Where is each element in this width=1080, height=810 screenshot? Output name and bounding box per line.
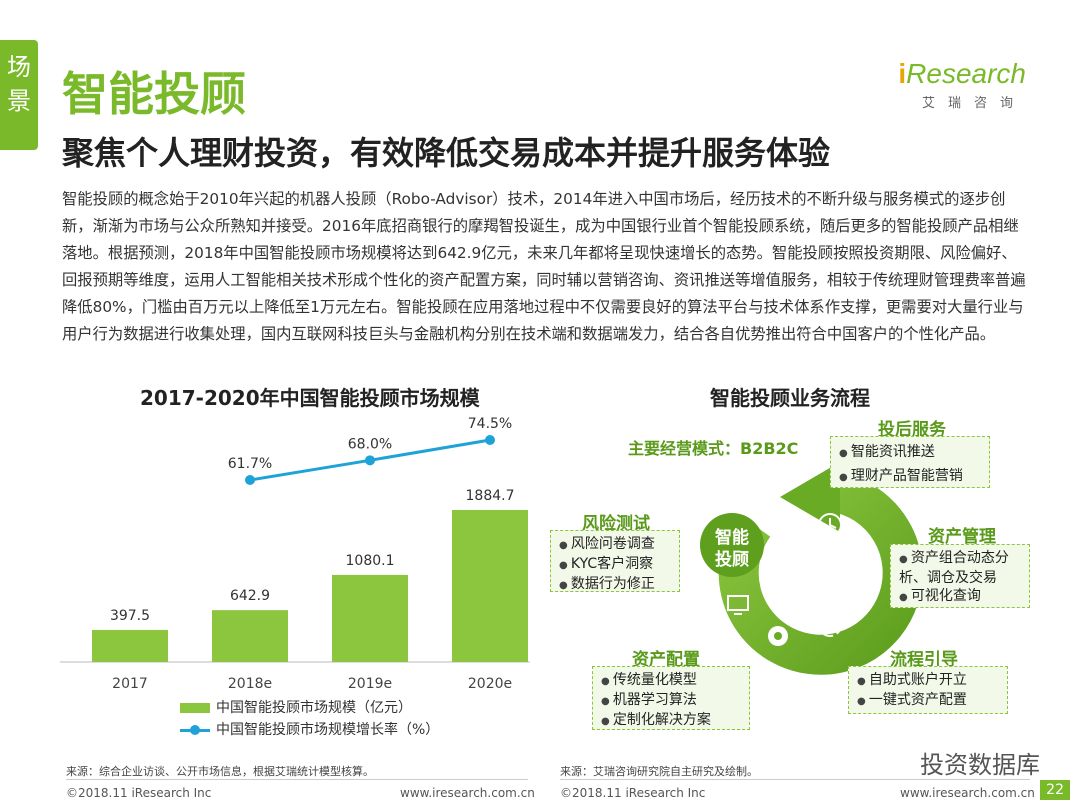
flow-title: 智能投顾业务流程 bbox=[710, 386, 870, 410]
growth-label-2020e: 74.5% bbox=[468, 416, 512, 432]
list-item: KYC客户洞察 bbox=[559, 555, 671, 575]
bar-2018e bbox=[212, 610, 288, 662]
bar-label-2017: 397.5 bbox=[110, 608, 150, 624]
bar-label-2018e: 642.9 bbox=[230, 588, 270, 604]
cycle-center-label: 智能投顾 bbox=[715, 528, 749, 570]
cycle-ring bbox=[718, 472, 923, 675]
page-subtitle: 聚焦个人理财投资，有效降低交易成本并提升服务体验 bbox=[62, 134, 831, 172]
chart-title: 2017-2020年中国智能投顾市场规模 bbox=[140, 386, 480, 410]
market-size-chart: 397.5 2017 642.9 2018e 1080.1 2019e 1884.7 2020… bbox=[60, 416, 530, 692]
footer-copyright-right: ©2018.11 iResearch Inc bbox=[560, 786, 706, 800]
asset-mgmt-box: 资产组合动态分析、调仓及交易 可视化查询 bbox=[890, 544, 1030, 608]
bar-2017 bbox=[92, 629, 168, 662]
footer-url-left: www.iresearch.com.cn bbox=[400, 786, 535, 800]
process-guide-title: 流程引导 bbox=[890, 650, 958, 670]
section-tab: 场 景 bbox=[0, 40, 38, 150]
list-item: 定制化解决方案 bbox=[601, 711, 741, 731]
x-tick-2020e: 2020e bbox=[468, 676, 512, 692]
page-title: 智能投顾 bbox=[62, 67, 246, 121]
legend-line-swatch bbox=[180, 724, 210, 735]
list-item: 可视化查询 bbox=[899, 587, 1021, 607]
x-tick-2019e: 2019e bbox=[348, 676, 392, 692]
allocation-title: 资产配置 bbox=[632, 650, 700, 670]
post-service-title: 投后服务 bbox=[878, 420, 946, 440]
growth-label-2018e: 61.7% bbox=[228, 456, 272, 472]
list-item: 传统量化模型 bbox=[601, 671, 741, 691]
post-service-box: 智能资讯推送 理财产品智能营销 bbox=[830, 436, 990, 488]
page-number: 22 bbox=[1040, 780, 1070, 800]
list-item: 智能资讯推送 bbox=[839, 441, 981, 465]
bar-2020e bbox=[452, 510, 528, 662]
footer-divider-left bbox=[66, 779, 528, 780]
list-item: 资产组合动态分析、调仓及交易 bbox=[899, 549, 1021, 587]
process-guide-box: 自助式账户开立 一键式资产配置 bbox=[848, 666, 1008, 714]
logo-subtitle: 艾瑞咨询 bbox=[921, 96, 1026, 111]
legend-bar: 中国智能投顾市场规模（亿元） bbox=[180, 697, 439, 719]
bar-label-2019e: 1080.1 bbox=[346, 553, 395, 569]
list-item: 理财产品智能营销 bbox=[839, 465, 981, 489]
asset-mgmt-title: 资产管理 bbox=[928, 527, 996, 547]
monitor-icon bbox=[727, 595, 749, 615]
footer-url-right: www.iresearch.com.cn bbox=[900, 786, 1035, 800]
allocation-box: 传统量化模型 机器学习算法 定制化解决方案 bbox=[592, 666, 750, 730]
refresh-icon bbox=[818, 613, 842, 637]
flow-source-note: 来源：艾瑞咨询研究院自主研究及绘制。 bbox=[560, 765, 758, 778]
flow-cycle-diagram: 24h bbox=[700, 462, 923, 675]
watermark-text: 投资数据库 bbox=[920, 751, 1040, 779]
chart-legend: 中国智能投顾市场规模（亿元） 中国智能投顾市场规模增长率（%） bbox=[180, 697, 439, 741]
clock-24h-label: 24h bbox=[821, 543, 840, 553]
legend-bar-swatch bbox=[180, 703, 210, 713]
org-chart-icon bbox=[844, 562, 866, 584]
footer-copyright-left: ©2018.11 iResearch Inc bbox=[66, 786, 212, 800]
x-tick-2017: 2017 bbox=[112, 676, 148, 692]
growth-point-2019e bbox=[365, 455, 375, 466]
risk-test-box: 风险问卷调查 KYC客户洞察 数据行为修正 bbox=[550, 530, 680, 592]
center-circle bbox=[700, 513, 764, 577]
list-item: 风险问卷调查 bbox=[559, 535, 671, 555]
legend-line: 中国智能投顾市场规模增长率（%） bbox=[180, 719, 439, 741]
x-tick-2018e: 2018e bbox=[228, 676, 272, 692]
business-mode-label: 主要经营模式：B2B2C bbox=[628, 439, 799, 458]
list-item: 一键式资产配置 bbox=[857, 691, 999, 711]
growth-point-2018e bbox=[245, 475, 255, 485]
list-item: 自助式账户开立 bbox=[857, 671, 999, 691]
bar-label-2020e: 1884.7 bbox=[466, 488, 515, 504]
logo-mark: iResearch bbox=[898, 58, 1026, 89]
risk-test-title: 风险测试 bbox=[582, 514, 650, 534]
iresearch-logo: iResearch 艾瑞咨询 bbox=[898, 58, 1026, 111]
clock-24h-icon bbox=[818, 513, 842, 537]
body-paragraph: 智能投顾的概念始于2010年兴起的机器人投顾（Robo-Advisor）技术，2… bbox=[62, 190, 1026, 343]
list-item: 数据行为修正 bbox=[559, 575, 671, 595]
bar-2019e bbox=[332, 574, 408, 662]
growth-label-2019e: 68.0% bbox=[348, 436, 392, 452]
growth-point-2020e bbox=[485, 435, 495, 445]
gear-icon bbox=[768, 626, 788, 646]
list-item: 机器学习算法 bbox=[601, 691, 741, 711]
footer-divider-right bbox=[560, 779, 1030, 780]
chart-source-note: 来源：综合企业访谈、公开市场信息，根据艾瑞统计模型核算。 bbox=[66, 765, 374, 778]
